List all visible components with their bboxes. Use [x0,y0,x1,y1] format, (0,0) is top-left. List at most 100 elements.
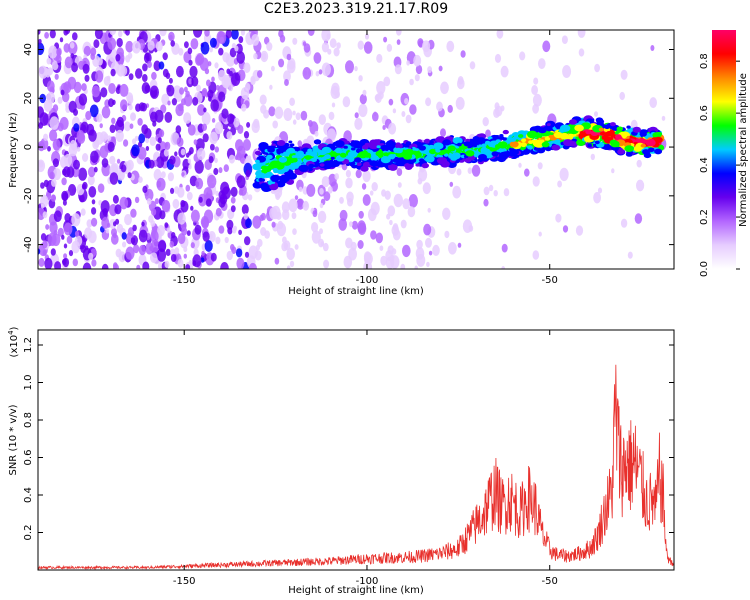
spectrogram-cell [593,126,600,131]
spectrogram-cell [307,30,315,36]
spectrogram-cell [170,254,177,262]
spectrogram-cell [61,234,65,240]
spectrogram-cell [390,254,395,261]
spectrogram-cell [636,159,642,168]
spectrogram-cell [616,126,623,132]
snr-y-tick-label: 1.0 [23,375,34,391]
spectrogram-cell [397,182,402,188]
spectrogram-cell [73,81,82,94]
spectrogram-cell [383,76,391,87]
spectrogram-cell [138,133,146,144]
chart-title: C2E3.2023.319.21.17.R09 [263,1,449,17]
spectrogram-cell [330,86,340,99]
spectrogram-cell [417,153,422,157]
spectrogram-cell [501,151,511,158]
spectrogram-cell [369,190,374,196]
spectrogram-cell [172,198,180,209]
spectrogram-cell [214,62,219,69]
spectrogram-cell [279,174,290,183]
spectrogram-cell [421,163,429,169]
spectrogram-cell [217,31,227,45]
spectrogram-cell [447,145,456,152]
spectrogram-cell [120,164,127,173]
spectrogram-cell [288,140,293,144]
spectrogram-y-tick-label: 40 [23,43,34,56]
spectrogram-cell [624,132,630,137]
spectrogram-cell [185,152,190,158]
spectrogram-cell [224,236,229,244]
spectrogram-cell [156,180,162,188]
spectrogram-cell [346,191,354,203]
spectrogram-cell [386,140,395,146]
spectrogram-cell [161,171,166,179]
snr-y-tick-label: 0.6 [23,450,34,466]
spectrogram-cell [414,148,419,152]
spectrogram-cell [215,207,222,217]
spectrogram-cell [278,58,285,68]
spectrogram-cell [494,102,500,110]
spectrogram-cell [138,229,148,243]
spectrogram-cell [101,263,109,269]
spectrogram-cell [200,41,210,55]
spectrogram-cell [150,230,159,243]
spectrogram-cell [425,237,432,248]
spectrogram-cell [57,227,64,237]
spectrogram-cell [74,235,83,247]
spectrogram-cell [190,205,194,211]
spectrogram-cell [127,95,134,105]
spectrogram-cell [538,231,542,237]
spectrogram-y-tick-label: -20 [23,188,34,204]
spectrogram-cell [40,182,45,189]
spectrogram-cell [145,137,150,144]
spectrogram-cell [107,141,115,152]
spectrogram-cell [427,144,435,150]
spectrogram-cell [192,96,199,106]
spectrogram-cell [444,230,450,239]
spectrogram-cell [483,186,490,196]
spectrogram-cell [277,220,284,230]
spectrogram-cell [527,130,538,139]
spectrogram-cell [532,93,542,107]
spectrogram-x-tick-label: -100 [356,275,379,286]
spectrogram-cell [532,176,540,187]
spectrogram-cell [141,221,145,227]
spectrogram-cell [292,37,298,45]
spectrogram-cell [371,182,378,192]
spectrogram-cell [339,196,344,204]
spectrogram-cell [267,147,275,153]
colorbar-tick-label: 0.2 [699,209,710,225]
spectrogram-cell [38,38,42,45]
spectrogram-cell [357,240,364,249]
spectrogram-cell [266,42,273,51]
spectrogram-cell [509,137,516,142]
spectrogram-cell [245,169,251,178]
spectrogram-cell [153,169,162,181]
spectrogram-cell [165,72,171,79]
spectrogram-cell [383,152,389,157]
spectrogram-cell [426,261,430,267]
spectrogram-cell [193,139,198,145]
spectrogram-cell [606,131,612,135]
spectrogram-cell [274,106,284,119]
spectrogram-cell [66,166,75,178]
spectrogram-cell [274,257,280,265]
spectrogram-cell [127,172,132,179]
snr-x-tick-label: -100 [356,576,379,587]
spectrogram-cell [387,205,396,217]
spectrogram-cell [275,192,281,201]
spectrogram-cell [286,265,291,269]
spectrogram-cell [382,125,386,130]
spectrogram-cell [202,123,207,131]
spectrogram-cell [130,208,137,218]
spectrogram-cell [393,193,403,208]
spectrogram-cell [615,134,622,139]
spectrogram-cell [68,184,77,196]
spectrogram-cell [614,131,619,135]
spectrogram-cell [471,164,481,177]
spectrogram-cell [311,222,319,233]
spectrogram-cell [493,190,498,197]
spectrogram-cell [218,167,223,174]
spectrogram-cell [499,136,505,140]
spectrogram-cell [610,140,620,148]
spectrogram-cell [188,78,193,85]
